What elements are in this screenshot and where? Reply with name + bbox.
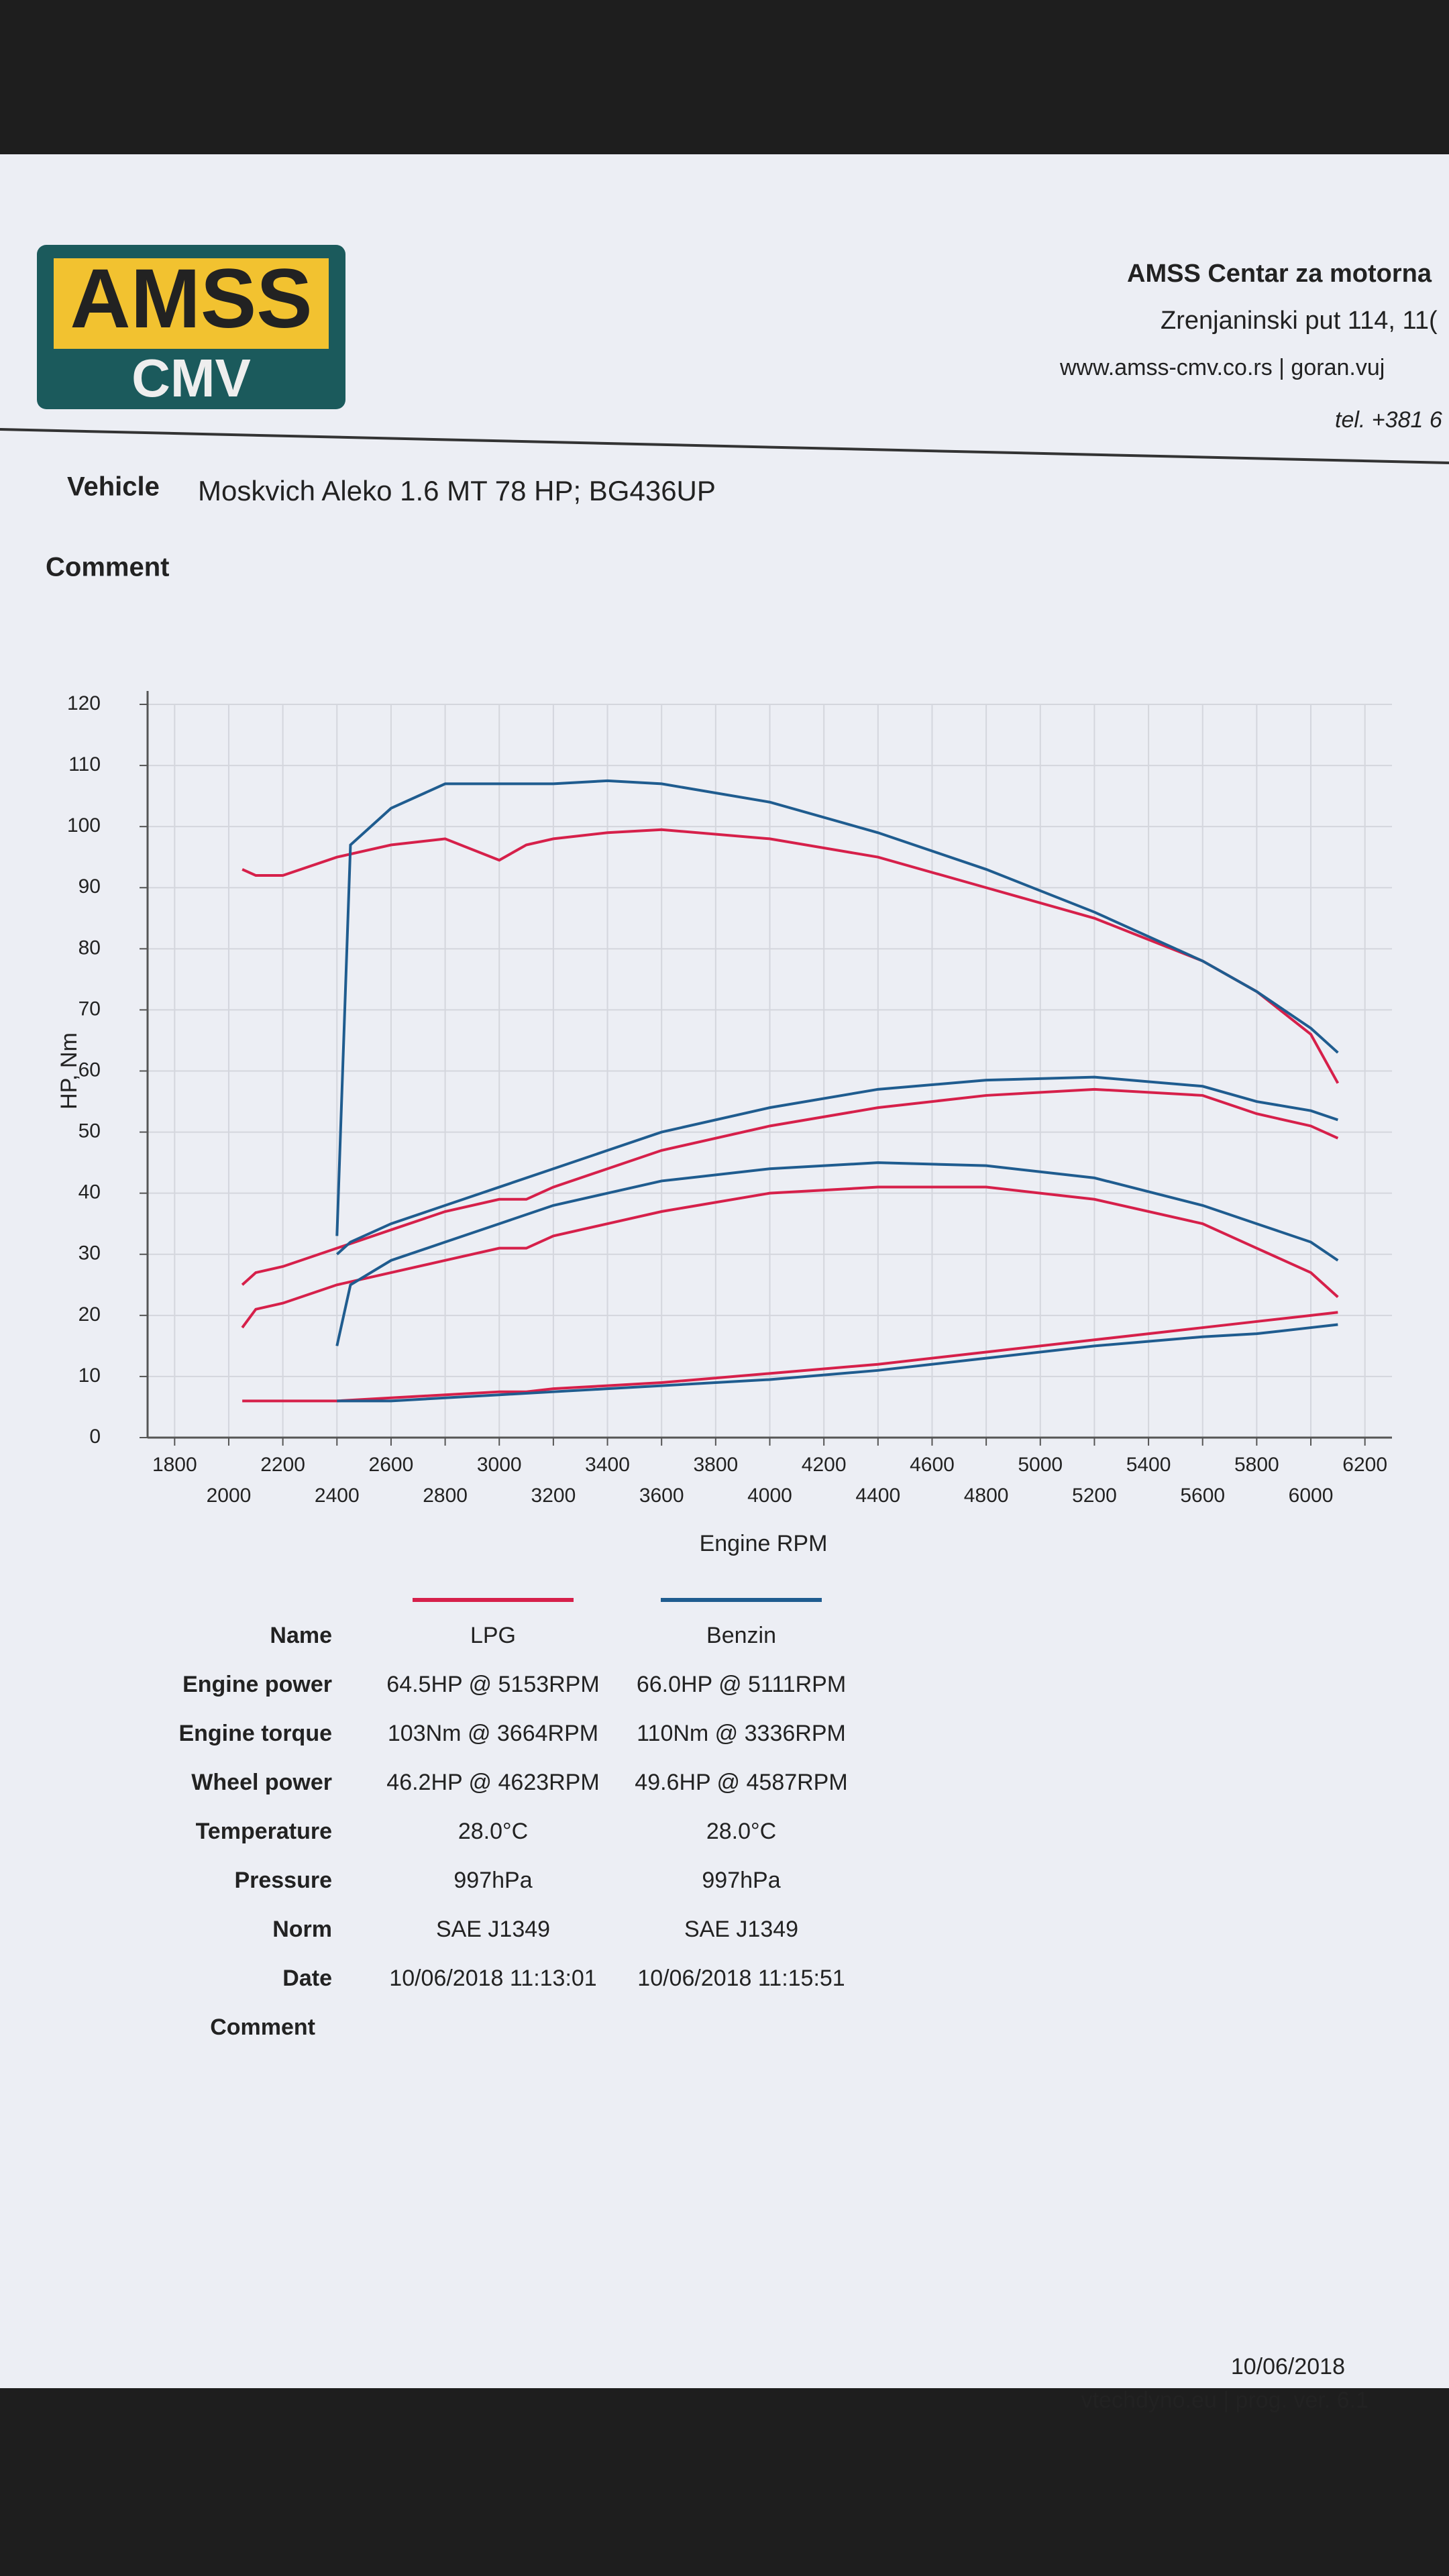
y-tick-label: 10 (78, 1364, 101, 1387)
x-tick-label: 3200 (531, 1485, 576, 1507)
table-cell: 110Nm @ 3336RPM (637, 1721, 846, 1746)
vehicle: Moskvich Aleko 1.6 MT 78 HP; BG436UP (198, 475, 716, 506)
table-cell: 49.6HP @ 4587RPM (635, 1770, 847, 1795)
table-label: Name (270, 1623, 332, 1648)
curve (241, 1185, 1339, 1329)
table-label: Temperature (196, 1819, 332, 1844)
x-tick-label: 2600 (369, 1454, 414, 1476)
x-tick-label: 6200 (1342, 1454, 1387, 1476)
address: Zrenjaninski put 114, 11( (1161, 307, 1438, 335)
x-tick-label: 1800 (152, 1454, 197, 1476)
web: www.amss-cmv.co.rs | goran.vuj (1059, 355, 1385, 380)
x-tick-label: 2400 (315, 1485, 360, 1507)
footer-date: 10/06/2018 (1231, 2354, 1345, 2379)
table-cell: 103Nm @ 3664RPM (388, 1721, 598, 1746)
legend-name: LPG (470, 1623, 516, 1648)
table-cell: 28.0°C (458, 1819, 528, 1844)
phone: tel. +381 6 (1335, 407, 1442, 433)
x-tick-label: 2800 (423, 1485, 468, 1507)
company: AMSS Centar za motorna (1127, 260, 1432, 288)
curve (335, 1161, 1339, 1346)
y-tick-label: 20 (78, 1303, 101, 1326)
y-tick-label: 80 (78, 936, 101, 959)
curve (241, 1087, 1339, 1286)
table-cell: 997hPa (453, 1868, 532, 1893)
x-tick-label: 5000 (1018, 1454, 1063, 1476)
table-label: Pressure (234, 1868, 332, 1893)
y-tick-label: 30 (78, 1242, 101, 1265)
curve (335, 1075, 1338, 1256)
x-tick-label: 4400 (855, 1485, 900, 1507)
y-tick-label: 50 (78, 1120, 101, 1142)
vehicle-label: Vehicle (67, 472, 160, 502)
x-tick-label: 2200 (260, 1454, 305, 1476)
legend-name: Benzin (706, 1623, 776, 1648)
y-tick-label: 70 (78, 998, 101, 1020)
y-tick-label: 40 (78, 1181, 101, 1203)
table-cell: 64.5HP @ 5153RPM (386, 1672, 599, 1697)
y-axis-label: HP, Nm (56, 1032, 82, 1110)
table-label: Engine torque (178, 1721, 332, 1746)
table-cell: SAE J1349 (684, 1917, 798, 1942)
x-tick-label: 4800 (964, 1485, 1009, 1507)
y-tick-label: 120 (67, 692, 101, 714)
table-cell: 10/06/2018 11:15:51 (637, 1966, 845, 1991)
x-tick-label: 3800 (693, 1454, 738, 1476)
table-cell: 997hPa (702, 1868, 780, 1893)
x-tick-label: 4600 (910, 1454, 955, 1476)
curve (337, 1323, 1338, 1403)
x-tick-label: 3600 (639, 1485, 684, 1507)
y-tick-label: 60 (78, 1059, 101, 1081)
y-tick-label: 110 (68, 753, 101, 775)
header-rule (0, 428, 1449, 464)
table-label: Wheel power (191, 1770, 332, 1795)
table-label: Date (282, 1966, 332, 1991)
x-tick-label: 4200 (802, 1454, 847, 1476)
x-tick-label: 5800 (1234, 1454, 1279, 1476)
x-tick-label: 4000 (747, 1485, 792, 1507)
x-tick-label: 5400 (1126, 1454, 1171, 1476)
logo-top: AMSS (70, 252, 312, 345)
x-axis-label: Engine RPM (700, 1531, 828, 1556)
curve (335, 779, 1339, 1236)
x-tick-label: 3000 (477, 1454, 522, 1476)
footer-program: vtechdyno.eu | prog. ver. 6.1 (1081, 2387, 1368, 2413)
x-tick-label: 2000 (207, 1485, 252, 1507)
y-tick-label: 100 (67, 814, 101, 837)
x-tick-label: 6000 (1289, 1485, 1334, 1507)
logo-bottom: CMV (131, 348, 251, 408)
x-tick-label: 5600 (1180, 1485, 1225, 1507)
table-label: Norm (272, 1917, 332, 1942)
table-cell: 46.2HP @ 4623RPM (386, 1770, 599, 1795)
logo-band (54, 258, 329, 349)
x-tick-label: 3400 (585, 1454, 630, 1476)
table-cell: 66.0HP @ 5111RPM (637, 1672, 846, 1697)
table-label: Engine power (182, 1672, 332, 1697)
paper (0, 154, 1449, 2388)
y-tick-label: 0 (89, 1426, 101, 1448)
x-tick-label: 5200 (1072, 1485, 1117, 1507)
table-cell: 10/06/2018 11:13:01 (389, 1966, 596, 1991)
table-cell: SAE J1349 (436, 1917, 550, 1942)
comment-label: Comment (46, 553, 169, 582)
table-label: Comment (210, 2015, 315, 2040)
table-cell: 28.0°C (706, 1819, 776, 1844)
y-tick-label: 90 (78, 875, 101, 898)
